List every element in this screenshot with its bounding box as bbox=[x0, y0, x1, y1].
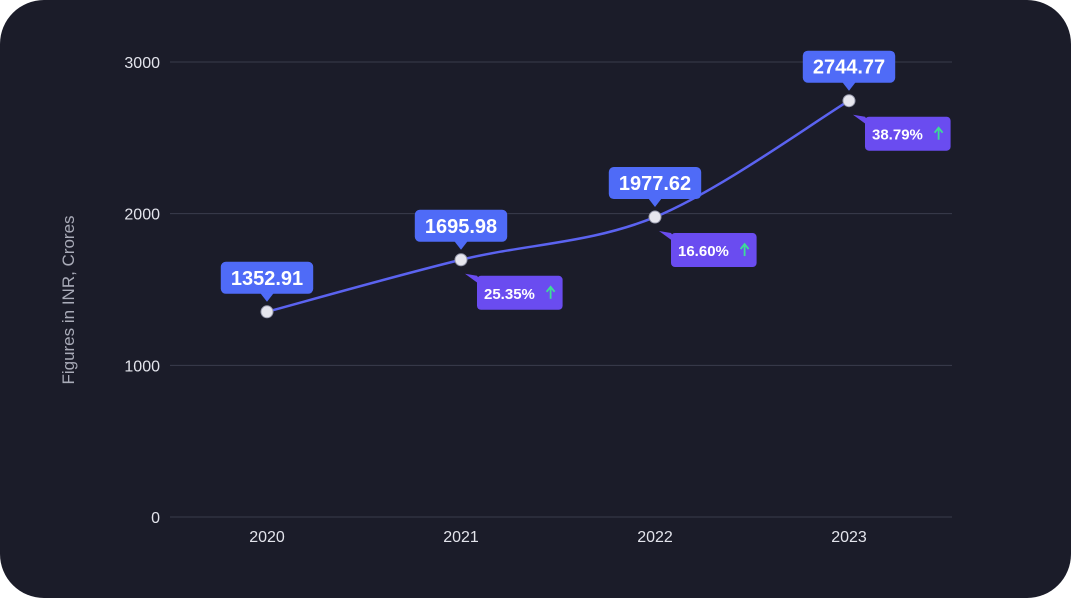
value-label-text: 1695.98 bbox=[425, 216, 497, 238]
value-label-text: 1352.91 bbox=[231, 268, 303, 290]
growth-label: 16.60% bbox=[659, 231, 757, 268]
growth-label-pointer bbox=[853, 114, 875, 131]
value-label: 1352.91 bbox=[220, 261, 314, 302]
growth-label-text: 25.35% bbox=[484, 286, 535, 303]
y-tick-label: 0 bbox=[151, 510, 160, 527]
x-tick-label: 2023 bbox=[831, 529, 867, 546]
value-label-box bbox=[608, 167, 702, 200]
x-tick-label: 2021 bbox=[443, 529, 479, 546]
value-label: 1695.98 bbox=[414, 209, 508, 250]
growth-label-box bbox=[865, 116, 951, 151]
growth-label-text: 38.79% bbox=[872, 127, 923, 144]
x-tick-label: 2022 bbox=[637, 529, 673, 546]
growth-label-pointer bbox=[659, 231, 681, 248]
value-label-pointer bbox=[260, 292, 274, 302]
arrow-up-icon bbox=[739, 242, 750, 257]
series-line bbox=[266, 99, 850, 314]
value-label-box bbox=[414, 209, 508, 242]
arrow-up-icon bbox=[933, 126, 944, 140]
y-axis-title: Figures in INR, Crores bbox=[59, 215, 78, 384]
growth-label-text: 16.60% bbox=[678, 243, 729, 260]
data-point bbox=[648, 210, 662, 224]
growth-label: 25.35% bbox=[465, 273, 563, 310]
data-point bbox=[454, 253, 468, 267]
value-label-pointer bbox=[842, 81, 856, 91]
data-point bbox=[260, 305, 274, 319]
growth-label-box bbox=[671, 233, 757, 268]
y-tick-label: 3000 bbox=[124, 55, 160, 72]
y-tick-label: 2000 bbox=[124, 207, 160, 224]
value-label-pointer bbox=[454, 240, 468, 250]
growth-label: 38.79% bbox=[853, 114, 951, 151]
data-point bbox=[842, 94, 856, 108]
value-label-box bbox=[802, 50, 896, 83]
value-label: 1977.62 bbox=[608, 167, 702, 208]
value-label-pointer bbox=[648, 198, 662, 208]
growth-label-pointer bbox=[465, 273, 487, 290]
value-label-box bbox=[220, 261, 314, 294]
y-tick-label: 1000 bbox=[124, 358, 160, 375]
arrow-up-icon bbox=[545, 285, 556, 299]
x-tick-label: 2020 bbox=[249, 529, 285, 546]
value-label-text: 1977.62 bbox=[619, 173, 691, 195]
value-label-text: 2744.77 bbox=[813, 57, 885, 79]
growth-label-box bbox=[477, 275, 563, 310]
value-label: 2744.77 bbox=[802, 50, 896, 91]
